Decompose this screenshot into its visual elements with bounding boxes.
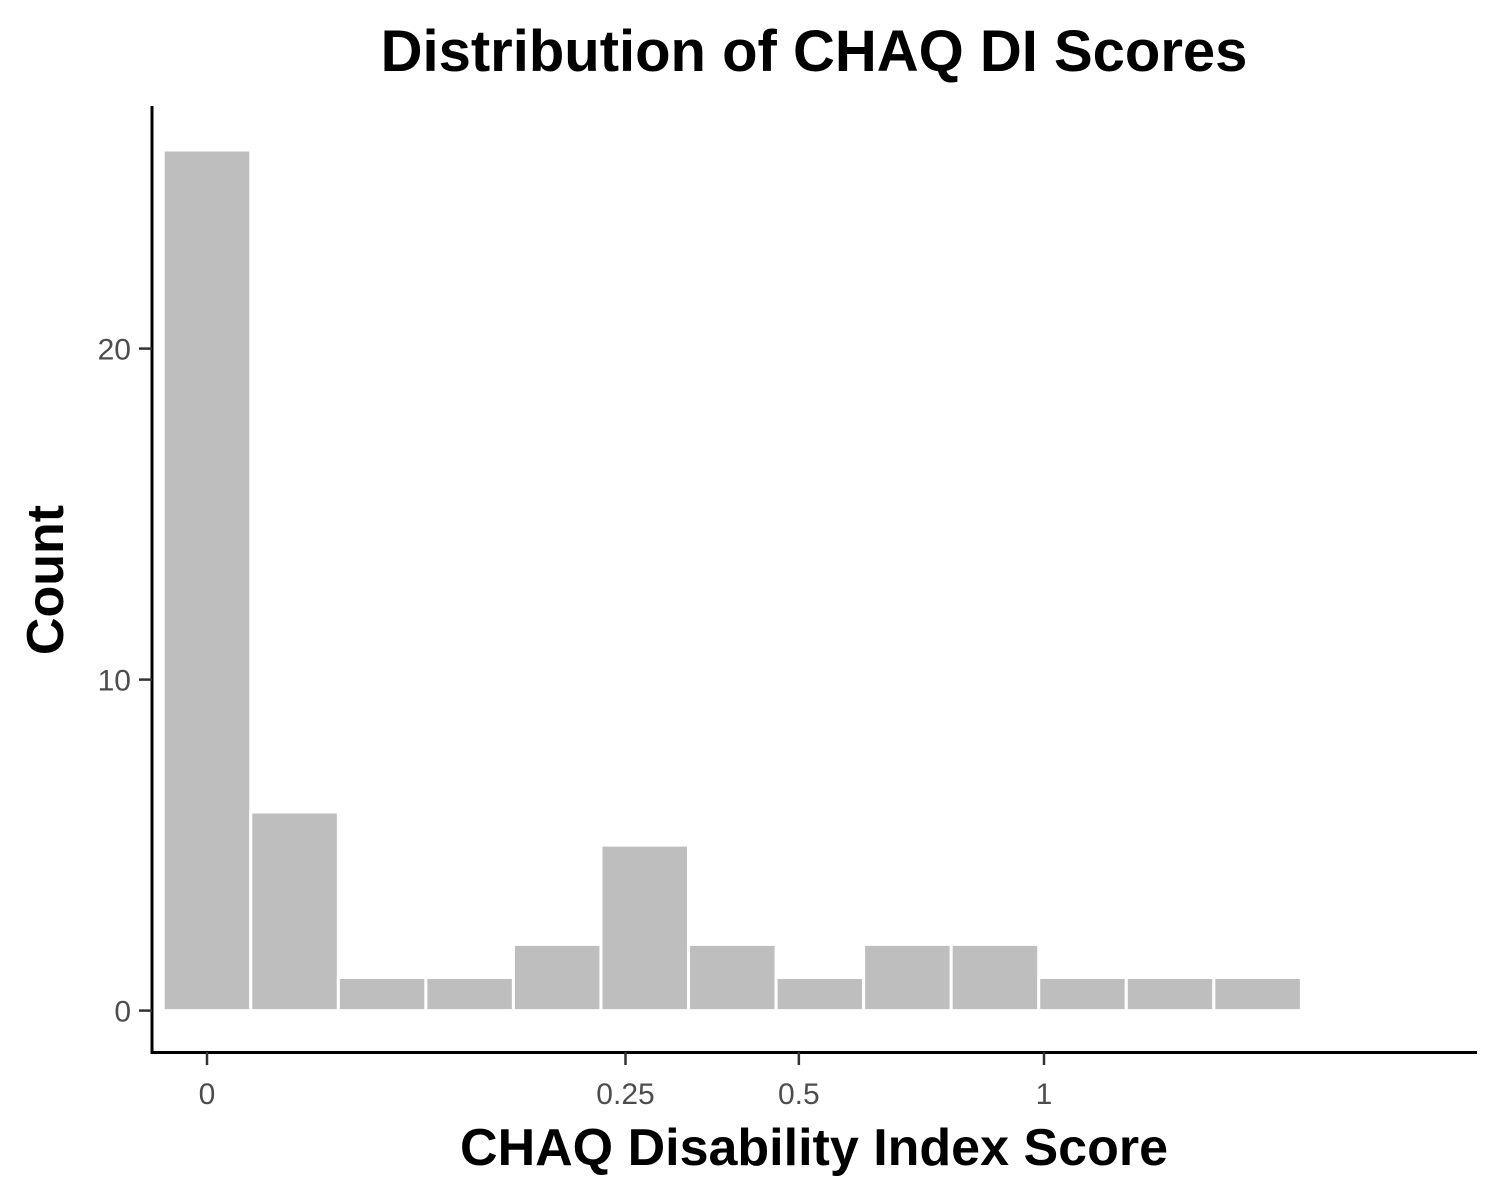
y-tick-label: 20 xyxy=(98,334,131,367)
histogram-bar xyxy=(949,942,1041,1013)
y-tick-label: 0 xyxy=(114,996,131,1029)
histogram-bar xyxy=(1037,976,1128,1013)
histogram-bar xyxy=(687,942,778,1013)
x-ticks-group: 0 0.25 0.5 1 xyxy=(199,1052,1053,1111)
histogram-bar xyxy=(1212,976,1303,1013)
x-tick-label: 1 xyxy=(1036,1078,1053,1111)
histogram-bar xyxy=(161,148,253,1013)
x-tick-label: 0 xyxy=(199,1078,216,1111)
y-tick-label: 10 xyxy=(98,665,131,698)
histogram-bar xyxy=(862,942,953,1013)
x-axis-title: CHAQ Disability Index Score xyxy=(460,1119,1168,1177)
x-tick-label: 0.25 xyxy=(596,1078,654,1111)
histogram-bar xyxy=(336,976,428,1013)
histogram-bar xyxy=(1124,976,1216,1013)
histogram-bar xyxy=(249,810,340,1013)
y-ticks-group: 0 10 20 xyxy=(98,334,152,1029)
histogram-bar xyxy=(511,942,603,1013)
x-tick-label: 0.5 xyxy=(778,1078,820,1111)
bars-group xyxy=(161,148,1303,1013)
histogram-bar xyxy=(774,976,866,1013)
chart-title: Distribution of CHAQ DI Scores xyxy=(380,19,1248,84)
histogram-bar xyxy=(599,843,691,1013)
histogram-bar xyxy=(424,976,515,1013)
